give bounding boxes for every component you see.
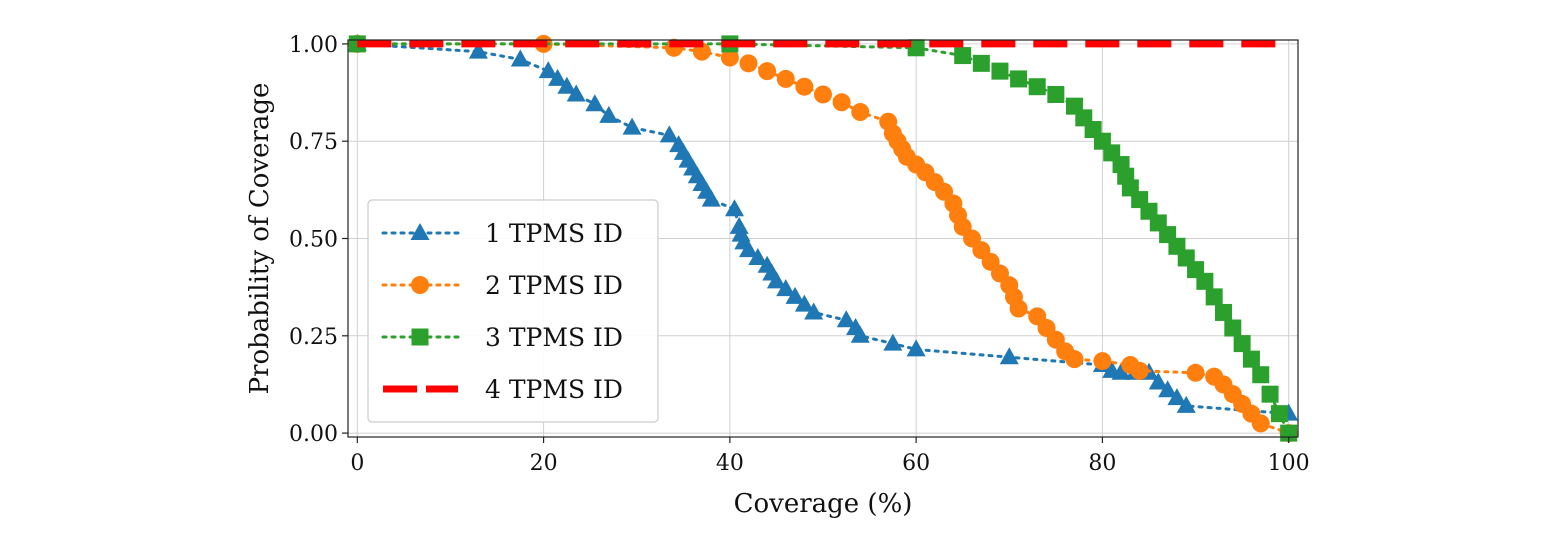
series-layer [347,33,1299,443]
y-tick-label: 0.50 [289,228,338,253]
data-point-square [1242,350,1260,368]
data-point-square [1261,385,1279,403]
data-point-triangle [1148,372,1168,390]
data-point-triangle [1111,362,1131,380]
legend-label: 2 TPMS ID [485,271,623,300]
data-point-square [1252,366,1270,384]
data-point-square [1010,70,1028,88]
data-point-square [411,328,429,346]
data-point-triangle [1158,380,1178,398]
x-axis-label: Coverage (%) [734,489,913,519]
x-tick-label: 0 [350,451,364,476]
data-point-triangle [510,49,530,67]
data-point-triangle [738,240,758,258]
data-point-square [954,47,972,65]
grid-lines [348,40,1298,437]
data-point-triangle [729,216,749,234]
data-point-square [907,39,925,57]
data-point-square [1224,319,1242,337]
data-point-triangle [785,286,805,304]
data-point-circle [795,77,814,96]
data-point-circle [411,276,429,294]
y-tick-label: 0.75 [289,130,338,155]
legend: 1 TPMS ID 2 TPMS ID 3 TPMS ID 4 TPMS ID [367,199,659,423]
data-point-square [1028,78,1046,96]
data-point-square [1196,272,1214,290]
legend-item-4: 4 TPMS ID [383,375,623,404]
data-point-triangle [999,347,1019,365]
data-point-triangle [548,68,568,86]
data-point-square [1233,335,1251,353]
data-point-triangle [538,61,558,79]
data-point-triangle [557,76,577,94]
y-tick-label: 1.00 [289,33,338,58]
y-tick-label: 0.25 [289,325,338,350]
data-point-circle [814,85,832,104]
data-point-circle [1065,350,1084,369]
data-point-circle [832,93,851,112]
data-point-triangle [622,117,642,135]
x-tick-label: 40 [716,451,744,476]
data-point-triangle [659,125,679,143]
data-point-circle [758,62,777,81]
data-point-triangle [599,105,619,123]
data-point-circle [1130,361,1149,380]
data-point-triangle [850,325,870,343]
data-point-triangle [794,294,814,312]
x-tick-label: 100 [1268,451,1310,476]
y-axis-label: Probability of Coverage [245,83,275,395]
x-tick-label: 20 [530,451,558,476]
data-point-circle [1251,414,1270,433]
data-point-square [1214,303,1232,321]
data-point-circle [720,48,739,67]
data-point-circle [776,69,795,88]
data-point-triangle [748,247,768,265]
y-tick-label: 0.00 [289,422,338,447]
data-point-square [972,54,990,72]
legend-item-2: 2 TPMS ID [381,271,623,300]
legend-item-3: 3 TPMS ID [381,323,623,352]
data-point-circle [851,103,870,122]
data-point-triangle [468,41,488,59]
data-point-circle [1009,299,1028,318]
legend-box [367,199,659,423]
data-point-triangle [883,333,903,351]
data-point-triangle [766,271,786,289]
legend-item-1: 1 TPMS ID [381,219,623,248]
x-tick-label: 60 [902,451,930,476]
legend-label: 4 TPMS ID [485,375,623,404]
x-tick-label: 80 [1088,451,1116,476]
data-point-triangle [776,279,796,297]
data-point-triangle [566,84,586,102]
data-point-square [1205,288,1223,306]
data-point-triangle [701,189,721,207]
data-point-triangle [1176,395,1196,413]
axes: 0 20 40 60 80 100 0.00 0.25 0.50 0.75 1.00 Coverage… [245,33,1310,519]
legend-label: 3 TPMS ID [485,323,623,352]
data-point-triangle [804,302,824,320]
data-point-triangle [585,94,605,112]
data-point-triangle [906,339,926,357]
data-point-square [1270,405,1288,423]
data-point-triangle [1167,388,1187,406]
data-point-triangle [410,223,430,240]
data-point-triangle [836,310,856,328]
data-point-square [991,62,1009,80]
data-point-triangle [725,199,745,217]
legend-label: 1 TPMS ID [485,219,623,248]
data-point-circle [1186,363,1205,382]
data-point-square [1047,85,1065,103]
data-point-circle [1093,352,1112,371]
data-point-circle [739,54,758,73]
